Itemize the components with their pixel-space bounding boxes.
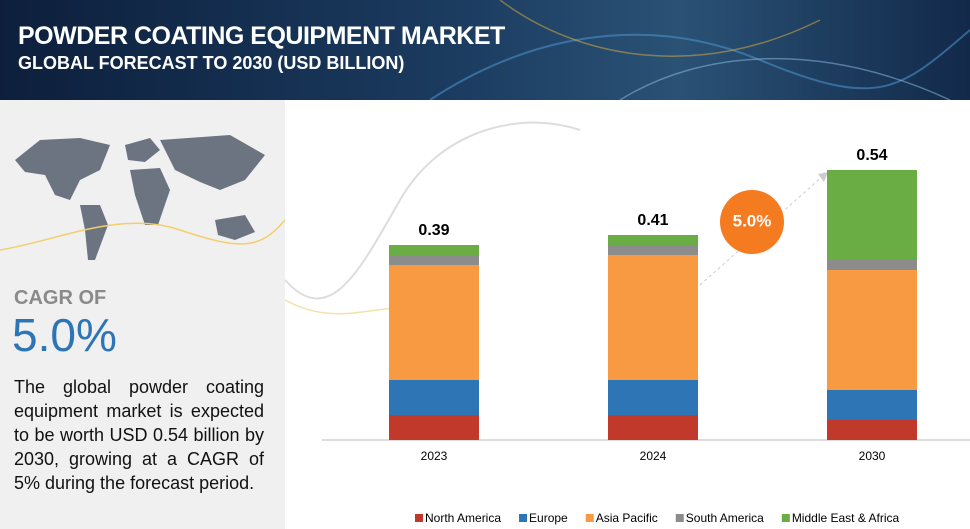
bar-segment xyxy=(389,245,479,255)
arrow-head xyxy=(818,172,828,182)
bar-segment xyxy=(827,170,917,260)
side-panel: CAGR OF 5.0% The global powder coating e… xyxy=(0,100,285,529)
legend-label: North America xyxy=(425,511,501,525)
header-decoration xyxy=(429,0,970,100)
header: POWDER COATING EQUIPMENT MARKET GLOBAL F… xyxy=(0,0,970,100)
legend-label: Europe xyxy=(529,511,568,525)
world-map xyxy=(0,135,285,260)
legend-label: Asia Pacific xyxy=(596,511,658,525)
bar-segment xyxy=(608,245,698,255)
bar-segment xyxy=(827,270,917,390)
legend-swatch xyxy=(585,514,594,522)
x-tick-label: 2030 xyxy=(859,449,886,463)
legend-label: Middle East & Africa xyxy=(792,511,900,525)
decor-curve xyxy=(284,121,581,300)
bar-segment xyxy=(389,380,479,415)
bar-segment xyxy=(608,380,698,415)
bar-segment xyxy=(827,390,917,420)
title: POWDER COATING EQUIPMENT MARKET xyxy=(18,22,505,50)
legend-swatch xyxy=(675,514,684,522)
legend-label: South America xyxy=(686,511,764,525)
legend-swatch xyxy=(781,514,790,522)
subtitle: GLOBAL FORECAST TO 2030 (USD BILLION) xyxy=(18,53,405,73)
cagr-annotation: 5.0% xyxy=(733,211,772,230)
bar-segment xyxy=(827,420,917,440)
total-label: 0.54 xyxy=(856,147,887,164)
bar-segment xyxy=(827,260,917,270)
x-tick-label: 2024 xyxy=(640,449,667,463)
bar-segment xyxy=(608,255,698,380)
cagr-label: CAGR OF xyxy=(14,287,107,309)
legend-swatch xyxy=(415,514,423,522)
bar-segment xyxy=(608,415,698,440)
cagr-value: 5.0% xyxy=(12,309,117,361)
cagr-bubble xyxy=(720,190,784,254)
description: The global powder coating equipment mark… xyxy=(14,377,264,493)
legend-swatch xyxy=(519,514,528,522)
total-label: 0.41 xyxy=(637,212,668,229)
bar-segment xyxy=(389,255,479,265)
bar-segment xyxy=(608,235,698,245)
x-tick-label: 2023 xyxy=(421,449,448,463)
bar-segment xyxy=(389,415,479,440)
total-label: 0.39 xyxy=(418,222,449,239)
bar-segment xyxy=(389,265,479,380)
